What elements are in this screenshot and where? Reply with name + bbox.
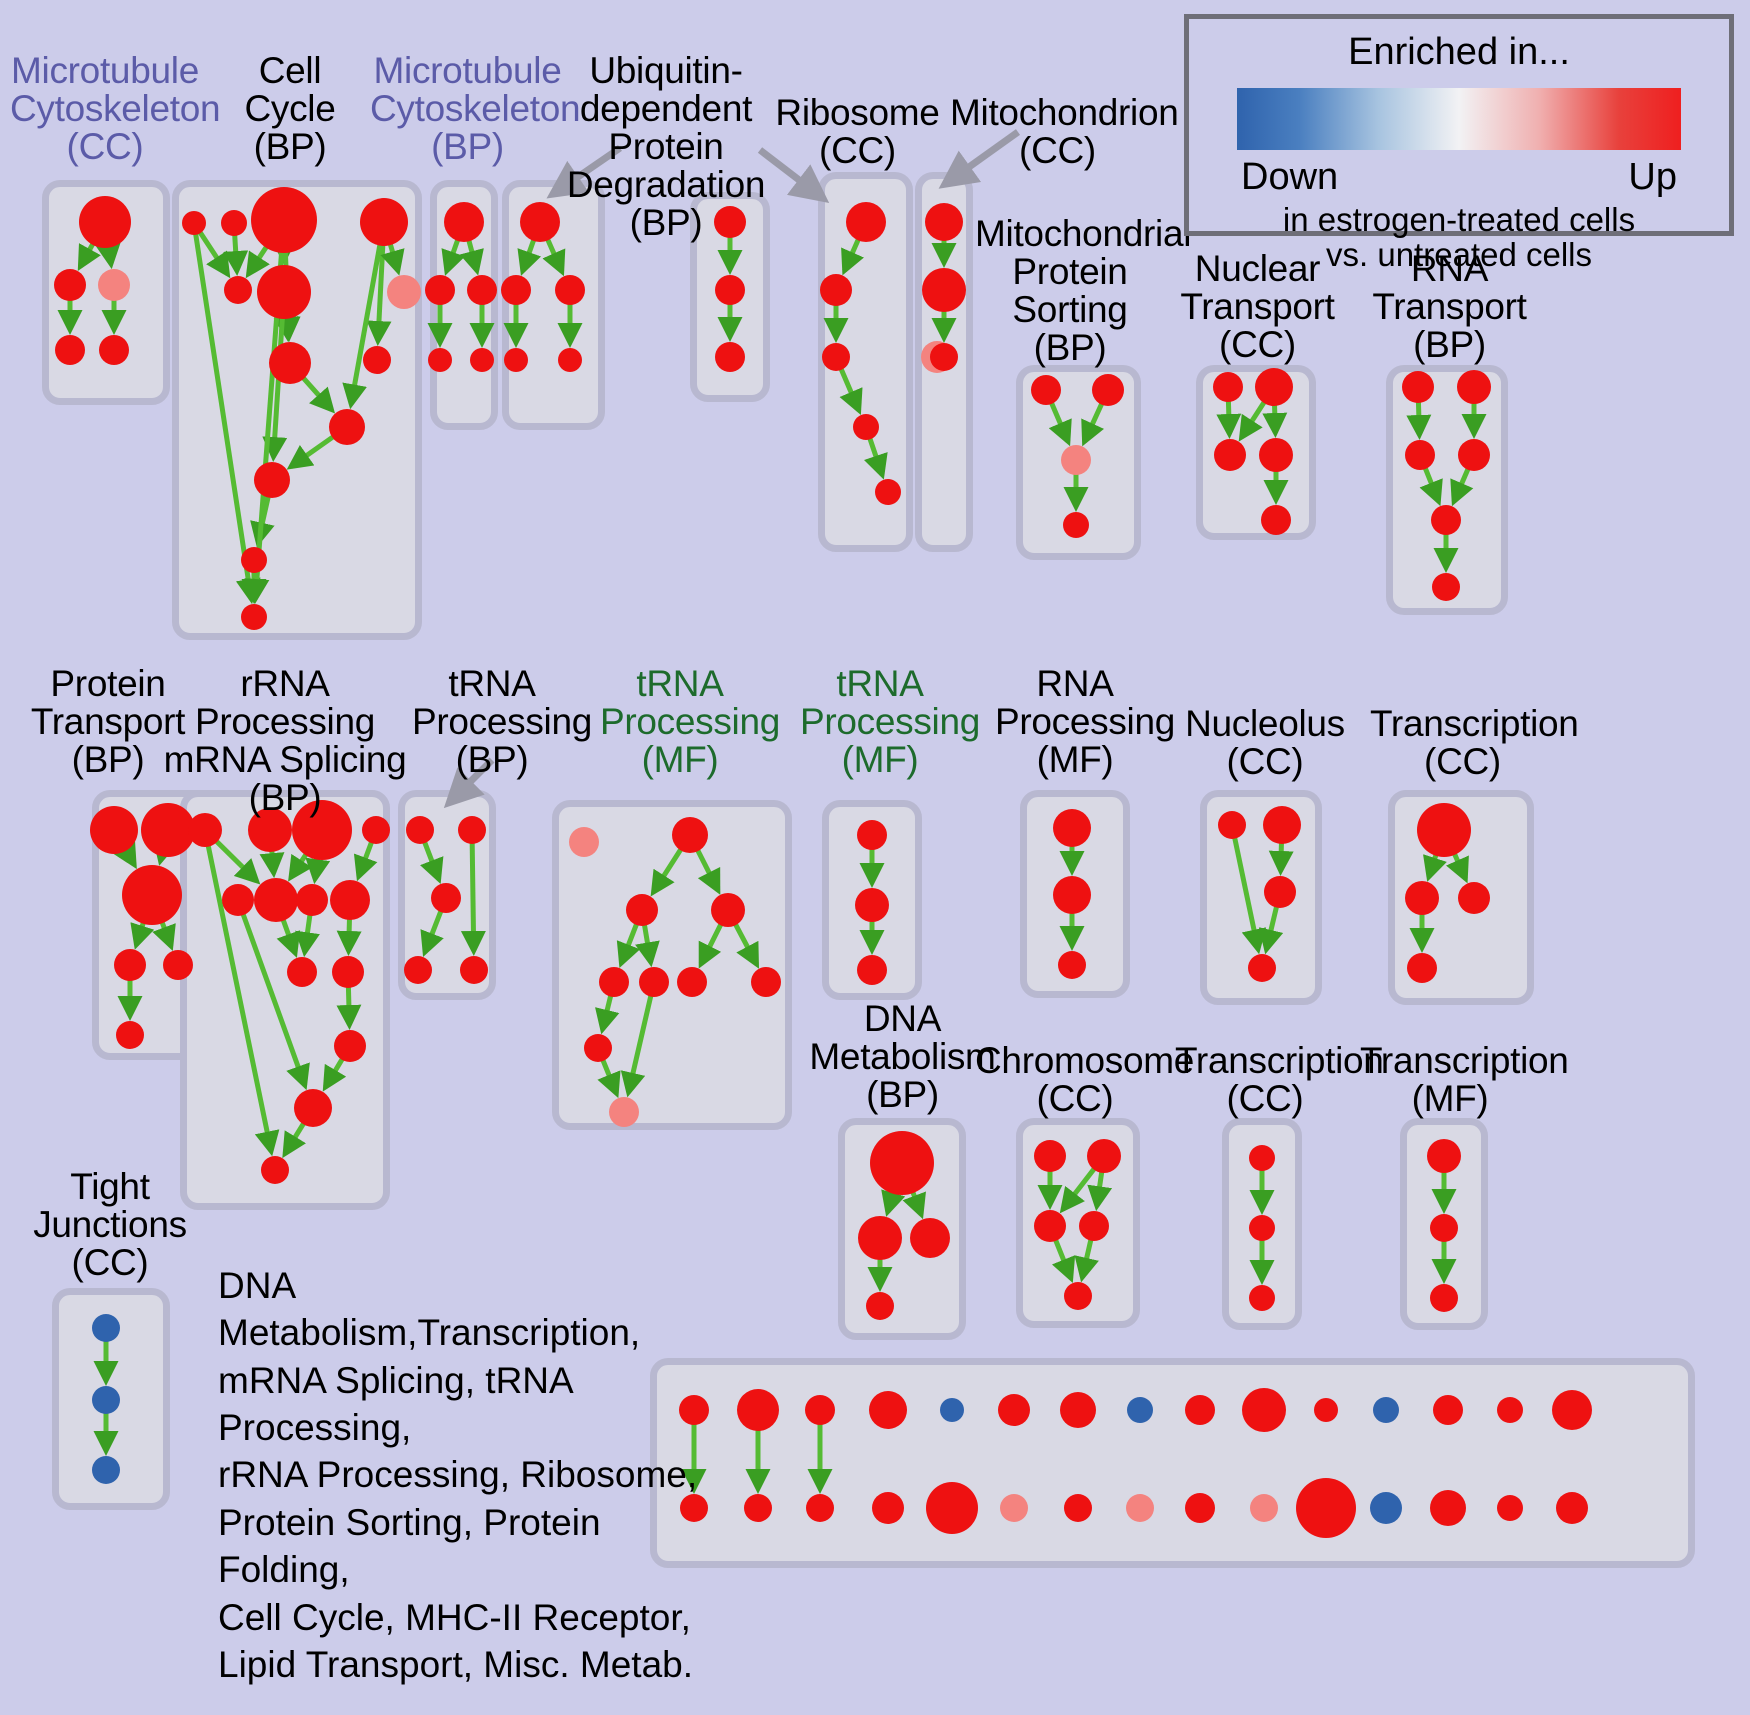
label-transcription-cc-right: Transcription (CC) xyxy=(1370,703,1579,783)
go-panel xyxy=(1222,1118,1302,1330)
go-panel xyxy=(552,800,792,1130)
label-rna-processing-mf: RNA Processing (MF) xyxy=(995,663,1176,781)
go-panel xyxy=(915,172,973,552)
label-rrna-processing-mrna-splicing-bp: rRNA Processing mRNA Splicing (BP) xyxy=(163,663,407,819)
label-trna-processing-mf-2: tRNA Processing (MF) xyxy=(800,663,981,781)
label-nucleolus-cc: Nucleolus (CC) xyxy=(1185,703,1345,783)
go-panel xyxy=(172,180,422,640)
legend-gradient-bar xyxy=(1237,88,1681,150)
label-ribosome-cc: Ribosome (CC) xyxy=(775,92,940,172)
label-trna-processing-bp: tRNA Processing (BP) xyxy=(412,663,593,781)
misc-category-list: DNA Metabolism,Transcription, mRNA Splic… xyxy=(218,1265,698,1685)
go-panel xyxy=(650,1358,1695,1568)
go-panel xyxy=(1388,790,1534,1005)
label-rna-transport-bp: RNA Transport (BP) xyxy=(1372,248,1527,366)
label-dna-metabolism-bp: DNA Metabolism (BP) xyxy=(809,998,996,1116)
label-tight-junctions-cc: Tight Junctions (CC) xyxy=(33,1166,187,1284)
go-panel xyxy=(838,1118,966,1340)
go-panel xyxy=(1200,790,1322,1005)
go-panel xyxy=(1016,1118,1140,1328)
go-panel xyxy=(1196,365,1316,540)
label-microtubule-cytoskeleton-bp: Microtubule Cytoskeleton (BP) xyxy=(370,50,581,168)
legend: Enriched in... Down Up in estrogen-treat… xyxy=(1184,14,1734,272)
go-panel xyxy=(42,180,170,405)
go-panel xyxy=(180,790,390,1210)
label-microtubule-cytoskeleton-cc: Microtubule Cytoskeleton (CC) xyxy=(10,50,221,168)
go-panel xyxy=(398,790,496,1000)
go-panel xyxy=(822,800,922,1000)
label-transcription-cc: Transcription (CC) xyxy=(1175,1040,1384,1120)
label-protein-transport-bp: Protein Transport (BP) xyxy=(30,663,186,781)
label-cell-cycle-bp: Cell Cycle (BP) xyxy=(244,50,336,168)
label-ubiquitin-dependent-protein-degradation-bp: Ubiquitin- dependent Protein Degradation… xyxy=(566,50,766,244)
legend-up-label: Up xyxy=(1628,156,1677,198)
legend-subtitle: in estrogen-treated cells vs. untreated … xyxy=(1282,201,1636,273)
label-mitochondrion-cc: Mitochondrion (CC) xyxy=(950,92,1179,172)
label-mitochondrial-protein-sorting-bp: Mitochondrial Protein Sorting (BP) xyxy=(975,213,1192,369)
label-transcription-mf: Transcription (MF) xyxy=(1360,1040,1569,1120)
go-panel xyxy=(430,180,498,430)
legend-title: Enriched in... xyxy=(1348,31,1570,73)
legend-down-label: Down xyxy=(1241,156,1339,198)
go-panel xyxy=(1400,1118,1488,1330)
go-panel xyxy=(52,1288,170,1510)
label-chromosome-cc: Chromosome (CC) xyxy=(975,1040,1195,1120)
go-panel xyxy=(818,172,913,552)
go-panel xyxy=(1020,790,1130,998)
go-panel xyxy=(1386,365,1508,615)
label-nuclear-transport-cc: Nuclear Transport (CC) xyxy=(1180,248,1335,366)
go-panel xyxy=(1016,365,1141,560)
label-trna-processing-mf-1: tRNA Processing (MF) xyxy=(600,663,781,781)
